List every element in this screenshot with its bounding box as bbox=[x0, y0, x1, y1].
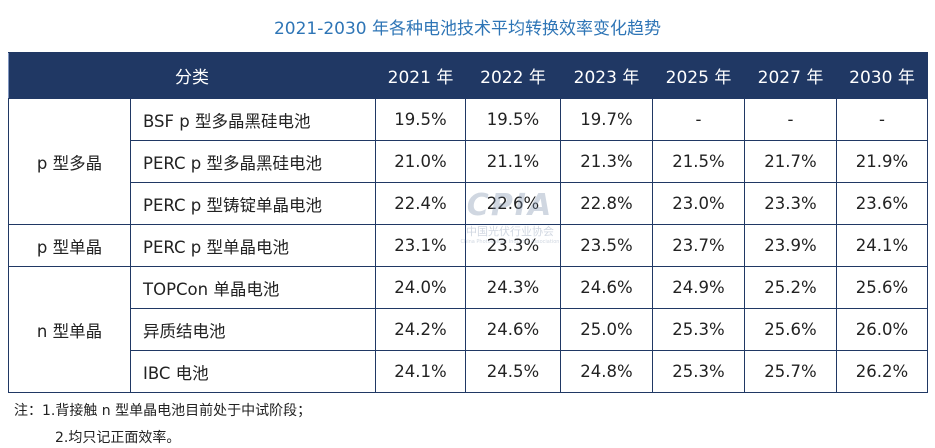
header-cell: 分类 bbox=[8, 52, 376, 99]
header-cell: 2025 年 bbox=[652, 52, 745, 99]
row: n 型单晶 TOPCon 单晶电池 24.0% 24.3% 24.6% 24.9% 25.2… bbox=[8, 266, 928, 393]
category-cell: 异质结电池 bbox=[130, 308, 376, 351]
category-cell: TOPCon 单晶电池 bbox=[130, 266, 376, 309]
efficiency-table: 分类 2021 年 2022 年 2023 年 2025 年 2027 年 2030 年 p… bbox=[8, 52, 928, 393]
value-cell: 23.9% bbox=[744, 224, 837, 267]
value-cell: 25.7% bbox=[744, 350, 837, 393]
value-cell: 24.2% bbox=[375, 308, 466, 351]
category-cell: BSF p 型多晶黑硅电池 bbox=[130, 98, 376, 141]
value-cell: 24.1% bbox=[836, 224, 928, 267]
header-cell: 2023 年 bbox=[560, 52, 653, 99]
group-cell: p 型单晶 bbox=[8, 224, 131, 267]
row: PERC p 型铸锭单晶电池 22.4% 22.6% 22.8% 23.0% 23.3% 2… bbox=[9, 182, 928, 225]
header-row: 分类 2021 年 2022 年 2023 年 2025 年 2027 年 2030 年 bbox=[8, 52, 928, 99]
row: 异质结电池 24.2% 24.6% 25.0% 25.3% 25.6% 26.0% bbox=[9, 308, 928, 351]
value-cell: 24.0% bbox=[375, 266, 466, 309]
value-cell: 26.0% bbox=[836, 308, 928, 351]
value-cell: 24.5% bbox=[465, 350, 561, 393]
table-body: p 型多晶 BSF p 型多晶黑硅电池 19.5% 19.5% 19.7% - - - PERC… bbox=[8, 98, 928, 393]
value-cell: 19.5% bbox=[375, 98, 466, 141]
row: PERC p 型多晶黑硅电池 21.0% 21.1% 21.3% 21.5% 21.7% 2… bbox=[9, 140, 928, 183]
value-cell: - bbox=[744, 98, 837, 141]
value-cell: 23.3% bbox=[465, 224, 561, 267]
value-cell: 24.8% bbox=[560, 350, 653, 393]
category-cell: PERC p 型铸锭单晶电池 bbox=[130, 182, 376, 225]
value-cell: 24.6% bbox=[465, 308, 561, 351]
value-cell: 25.2% bbox=[744, 266, 837, 309]
value-cell: 23.3% bbox=[744, 182, 837, 225]
header-cell: 2027 年 bbox=[744, 52, 837, 99]
group-cell: n 型单晶 bbox=[8, 266, 131, 393]
header-cell: 2022 年 bbox=[465, 52, 561, 99]
value-cell: - bbox=[652, 98, 745, 141]
value-cell: 21.7% bbox=[744, 140, 837, 183]
value-cell: 21.5% bbox=[652, 140, 745, 183]
header-cell: 2021 年 bbox=[375, 52, 466, 99]
category-cell: PERC p 型多晶黑硅电池 bbox=[130, 140, 376, 183]
value-cell: 22.4% bbox=[375, 182, 466, 225]
value-cell: 25.0% bbox=[560, 308, 653, 351]
value-cell: 19.7% bbox=[560, 98, 653, 141]
row: p 型单晶 PERC p 型单晶电池 23.1% 23.3% 23.5% 23.7% 23.… bbox=[8, 224, 928, 267]
value-cell: 21.9% bbox=[836, 140, 928, 183]
value-cell: 26.2% bbox=[836, 350, 928, 393]
value-cell: 23.0% bbox=[652, 182, 745, 225]
value-cell: 24.3% bbox=[465, 266, 561, 309]
value-cell: 24.1% bbox=[375, 350, 466, 393]
value-cell: 24.9% bbox=[652, 266, 745, 309]
value-cell: 23.5% bbox=[560, 224, 653, 267]
category-cell: PERC p 型单晶电池 bbox=[130, 224, 376, 267]
value-cell: 22.6% bbox=[465, 182, 561, 225]
title: 2021-2030 年各种电池技术平均转换效率变化趋势 bbox=[273, 19, 662, 39]
value-cell: 25.3% bbox=[652, 308, 745, 351]
value-cell: 25.3% bbox=[652, 350, 745, 393]
value-cell: 25.6% bbox=[836, 266, 928, 309]
value-cell: 22.8% bbox=[560, 182, 653, 225]
value-cell: 23.1% bbox=[375, 224, 466, 267]
value-cell: 23.7% bbox=[652, 224, 745, 267]
value-cell: 19.5% bbox=[465, 98, 561, 141]
value-cell: 25.6% bbox=[744, 308, 837, 351]
row: IBC 电池 24.1% 24.5% 24.8% 25.3% 25.7% 26.2% bbox=[9, 350, 928, 393]
row: p 型多晶 BSF p 型多晶黑硅电池 19.5% 19.5% 19.7% - - - bbox=[8, 98, 928, 225]
header-cell: 2030 年 bbox=[836, 52, 928, 99]
value-cell: 24.6% bbox=[560, 266, 653, 309]
value-cell: 21.3% bbox=[560, 140, 653, 183]
value-cell: 21.1% bbox=[465, 140, 561, 183]
value-cell: 21.0% bbox=[375, 140, 466, 183]
group-cell: p 型多晶 bbox=[8, 98, 131, 225]
note: 2.均只记正面效率。 bbox=[55, 430, 181, 446]
note: 注：1.背接触 n 型单晶电池目前处于中试阶段； bbox=[14, 403, 312, 419]
value-cell: 23.6% bbox=[836, 182, 928, 225]
value-cell: - bbox=[836, 98, 928, 141]
category-cell: IBC 电池 bbox=[130, 350, 376, 393]
